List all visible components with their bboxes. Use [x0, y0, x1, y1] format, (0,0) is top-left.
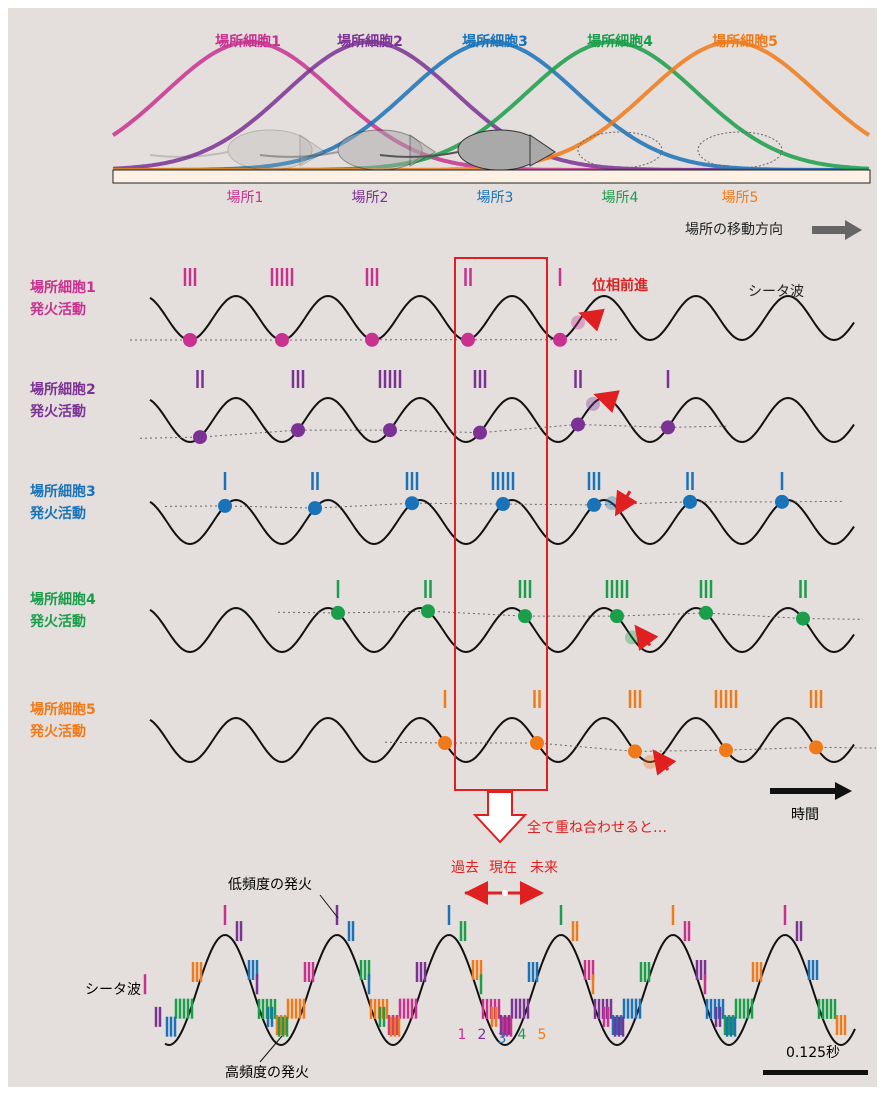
- cell-number: 4: [518, 1027, 527, 1043]
- firing-dot: [796, 612, 810, 626]
- cell-label: 場所細胞2: [337, 33, 403, 50]
- firing-dot: [610, 609, 624, 623]
- ghost-dot: [643, 755, 657, 769]
- ghost-dot: [571, 315, 585, 329]
- firing-dot: [383, 423, 397, 437]
- row-name: 場所細胞1: [30, 279, 96, 296]
- firing-dot: [275, 333, 289, 347]
- row-activity: 発火活動: [29, 613, 86, 630]
- firing-dot: [291, 423, 305, 437]
- overlay-label: 全て重ね合わせると…: [527, 819, 667, 836]
- row-activity: 発火活動: [29, 301, 86, 318]
- firing-dot: [628, 744, 642, 758]
- future-label: 未来: [530, 860, 558, 876]
- cell-label: 場所細胞5: [712, 33, 778, 50]
- firing-dot: [661, 420, 675, 434]
- ghost-dot: [586, 397, 600, 411]
- cell-number: 1: [458, 1027, 467, 1043]
- theta-label: シータ波: [748, 284, 804, 300]
- time-label: 時間: [791, 807, 819, 823]
- place-label: 場所2: [352, 190, 389, 206]
- firing-dot: [809, 740, 823, 754]
- bottom-theta-label: シータ波: [85, 982, 141, 998]
- firing-dot: [193, 430, 207, 444]
- firing-dot: [438, 736, 452, 750]
- place-label: 場所3: [477, 190, 514, 206]
- firing-dot: [365, 333, 379, 347]
- diagram: 場所細胞1 場所細胞2 場所細胞3 場所細胞4 場所細胞5 場所1 場所2 場所3 場所4 場所5…: [0, 0, 885, 1095]
- firing-dot: [473, 426, 487, 440]
- mouse: [338, 130, 422, 170]
- direction-label: 場所の移動方向: [685, 222, 783, 238]
- firing-dot: [183, 333, 197, 347]
- firing-dot: [218, 499, 232, 513]
- firing-dot: [571, 417, 585, 431]
- firing-dot: [308, 501, 322, 515]
- row-name: 場所細胞3: [30, 483, 96, 500]
- firing-dot: [530, 736, 544, 750]
- firing-dot: [518, 609, 532, 623]
- firing-dot: [587, 498, 601, 512]
- phase-advance-label: 位相前進: [592, 277, 648, 294]
- ghost-dot: [625, 630, 639, 644]
- cell-label: 場所細胞1: [215, 33, 281, 50]
- firing-dot: [461, 333, 475, 347]
- firing-dot: [719, 743, 733, 757]
- place-label: 場所4: [602, 190, 639, 206]
- row-activity: 発火活動: [29, 505, 86, 522]
- firing-dot: [775, 495, 789, 509]
- row-activity: 発火活動: [29, 723, 86, 740]
- cell-number: 2: [478, 1027, 487, 1043]
- firing-dot: [421, 604, 435, 618]
- firing-dot: [699, 606, 713, 620]
- now-dot: [502, 890, 508, 896]
- mouse: [228, 130, 312, 170]
- cell-label: 場所細胞4: [587, 33, 653, 50]
- track: [113, 170, 870, 183]
- row-name: 場所細胞5: [30, 701, 96, 718]
- row-name: 場所細胞4: [30, 591, 96, 608]
- high-freq-label: 高頻度の発火: [225, 1064, 309, 1081]
- place-label: 場所5: [722, 190, 759, 206]
- firing-dot: [496, 497, 510, 511]
- row-activity: 発火活動: [29, 403, 86, 420]
- place-label: 場所1: [227, 190, 264, 206]
- present-label: 現在: [489, 860, 517, 876]
- row-name: 場所細胞2: [30, 381, 96, 398]
- scale-label: 0.125秒: [786, 1045, 840, 1061]
- firing-dot: [683, 495, 697, 509]
- cell-label: 場所細胞3: [462, 33, 528, 50]
- firing-dot: [331, 606, 345, 620]
- firing-dot: [553, 333, 567, 347]
- ghost-dot: [605, 496, 619, 510]
- cell-number: 3: [498, 1031, 507, 1047]
- mouse: [458, 130, 542, 170]
- low-freq-label: 低頻度の発火: [228, 877, 312, 893]
- past-label: 過去: [451, 860, 479, 876]
- scale-bar: [763, 1070, 868, 1075]
- cell-number: 5: [538, 1027, 547, 1043]
- firing-dot: [405, 496, 419, 510]
